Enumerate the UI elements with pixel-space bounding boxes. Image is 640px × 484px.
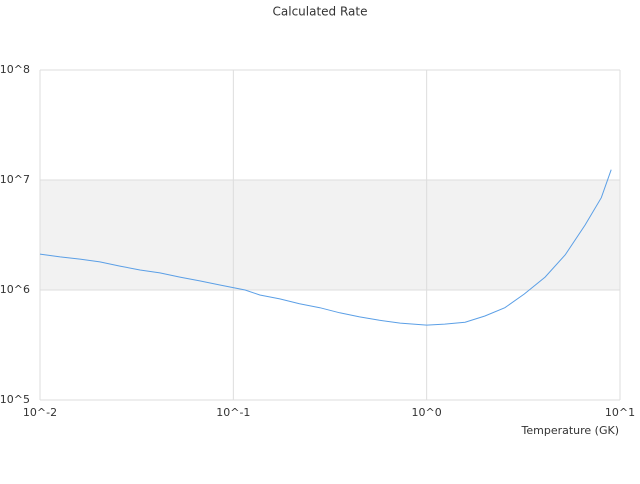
data-line xyxy=(39,169,612,326)
x-axis-label: Temperature (GK) xyxy=(521,424,620,437)
chart-title: Calculated Rate xyxy=(273,5,368,19)
y-tick-label: 10^7 xyxy=(0,173,30,186)
x-tick-label: 10^-2 xyxy=(23,406,57,419)
plot-band xyxy=(40,180,620,290)
y-tick-label: 10^8 xyxy=(0,63,30,76)
y-tick-label: 10^5 xyxy=(0,393,30,406)
x-tick-label: 10^-1 xyxy=(216,406,250,419)
x-tick-label: 10^1 xyxy=(605,406,635,419)
y-tick-label: 10^6 xyxy=(0,283,30,296)
x-tick-label: 10^0 xyxy=(412,406,442,419)
